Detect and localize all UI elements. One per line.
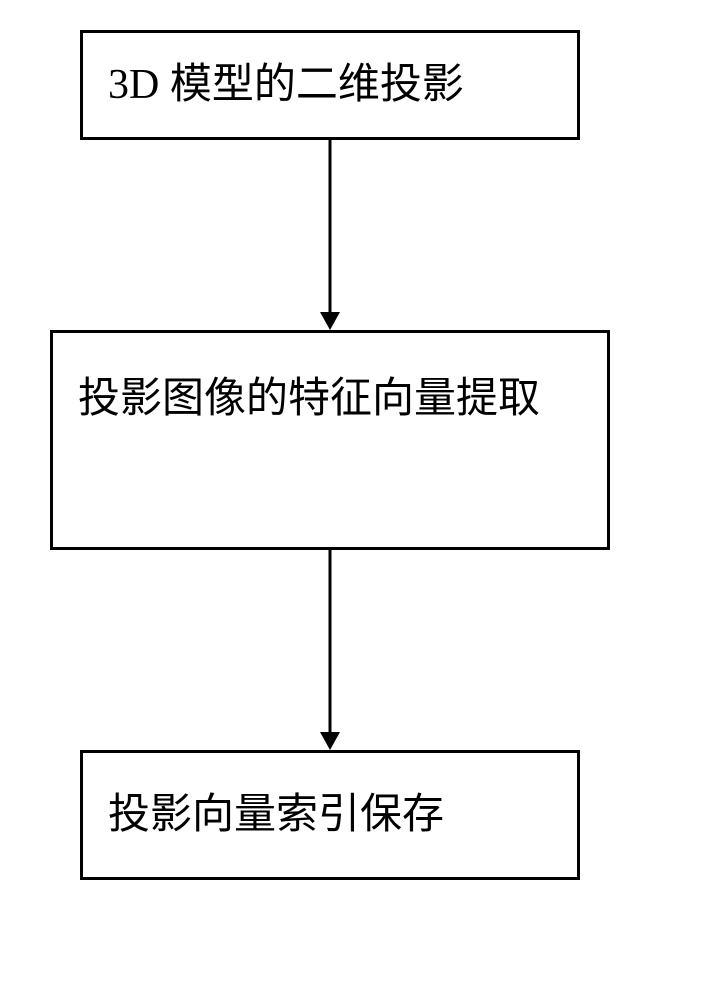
arrow-head-icon bbox=[320, 312, 340, 330]
flowchart-node-3: 投影向量索引保存 bbox=[80, 750, 580, 880]
node-3-label: 投影向量索引保存 bbox=[108, 784, 444, 847]
flowchart-node-2: 投影图像的特征向量提取 bbox=[50, 330, 610, 550]
arrow-line bbox=[329, 550, 332, 735]
arrow-head-icon bbox=[320, 732, 340, 750]
arrow-line bbox=[329, 140, 332, 315]
flowchart-node-1: 3D 模型的二维投影 bbox=[80, 30, 580, 140]
node-1-label: 3D 模型的二维投影 bbox=[108, 54, 464, 117]
node-2-label: 投影图像的特征向量提取 bbox=[78, 353, 540, 445]
